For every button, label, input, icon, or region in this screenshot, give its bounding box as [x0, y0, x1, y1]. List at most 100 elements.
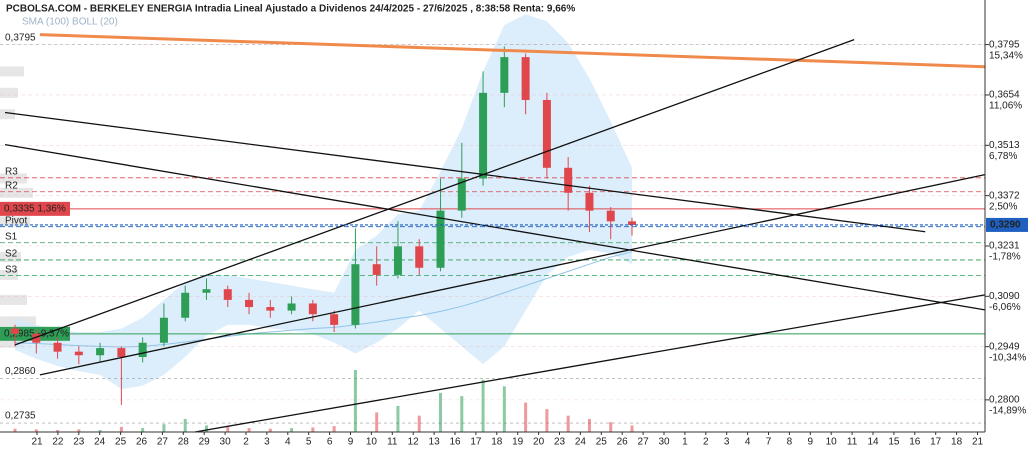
x-tick-label: 4 [745, 437, 751, 448]
candle-body [351, 264, 360, 325]
volume-bar [332, 426, 336, 432]
x-tick-label: 30 [658, 437, 670, 448]
volume-profile-bar [0, 269, 18, 280]
candle-body [585, 192, 594, 211]
candle-body [415, 246, 424, 268]
volume-bar [417, 415, 421, 432]
volume-bar [545, 409, 549, 432]
y-tick-label: 0,2949 [989, 341, 1020, 352]
volume-bar [13, 428, 17, 432]
y-tick-label: 0,3654 [989, 90, 1020, 101]
candle-body [372, 264, 381, 275]
x-tick-label: 17 [930, 437, 942, 448]
x-tick-label: 23 [73, 437, 85, 448]
x-tick-label: 30 [220, 437, 232, 448]
volume-bar [119, 426, 123, 432]
candle-body [308, 303, 317, 315]
x-tick-label: 18 [491, 437, 503, 448]
x-tick-label: 6 [327, 437, 333, 448]
candle-body [181, 292, 190, 318]
trendline [14, 39, 855, 346]
x-tick-label: 9 [808, 437, 814, 448]
candle-body [266, 307, 275, 311]
x-tick-label: 22 [52, 437, 64, 448]
x-tick-label: 26 [136, 437, 148, 448]
volume-bar [77, 429, 81, 432]
volume-bar [460, 396, 464, 432]
y-tick-pct: -14,89% [989, 406, 1026, 417]
x-tick-label: 27 [638, 437, 650, 448]
y-tick-pct: -6,06% [989, 302, 1021, 313]
volume-bar [226, 426, 230, 432]
candle-body [96, 348, 105, 356]
volume-bar [204, 425, 208, 432]
volume-profile-bar [0, 294, 27, 305]
volume-profile-bar [0, 66, 24, 77]
candle-body [479, 92, 488, 179]
x-tick-label: 27 [157, 437, 169, 448]
volume-bar [481, 379, 485, 432]
candle-body [138, 342, 147, 358]
candle-body [74, 351, 83, 356]
volume-profile-bar [0, 337, 24, 348]
x-tick-label: 19 [512, 437, 524, 448]
candle-body [245, 299, 254, 308]
x-tick-label: 24 [94, 437, 106, 448]
volume-bar [396, 405, 400, 432]
y-tick-pct: -1,78% [989, 252, 1021, 263]
x-tick-label: 13 [429, 437, 441, 448]
candle-body [436, 210, 445, 268]
x-tick-label: 23 [554, 437, 566, 448]
x-tick-label: 5 [306, 437, 312, 448]
x-tick-label: 11 [387, 437, 398, 448]
level-label: Pivot [5, 215, 27, 226]
x-tick-label: 7 [766, 437, 772, 448]
left-mark-label: 0,3795 [5, 32, 36, 43]
volume-bar [290, 428, 294, 432]
x-tick-label: 12 [408, 437, 420, 448]
x-tick-label: 10 [366, 437, 378, 448]
volume-bar [268, 428, 272, 432]
x-tick-label: 16 [449, 437, 461, 448]
volume-bar [311, 427, 315, 432]
level-label: S2 [5, 249, 18, 260]
x-tick-label: 14 [867, 437, 879, 448]
x-tick-label: 25 [596, 437, 608, 448]
x-tick-label: 21 [972, 437, 984, 448]
x-tick-label: 17 [470, 437, 482, 448]
volume-bar [98, 430, 102, 432]
bollinger-band [15, 14, 632, 390]
candle-body [606, 210, 615, 222]
x-tick-label: 2 [703, 437, 709, 448]
volume-bar [609, 422, 613, 432]
candle-body [457, 178, 466, 211]
volume-profile-bar [0, 216, 30, 227]
x-tick-label: 8 [787, 437, 793, 448]
current-label: 0,3290 [990, 220, 1021, 231]
left-mark-label: 0,2735 [5, 411, 36, 422]
volume-bar [56, 430, 60, 432]
candle-body [564, 167, 573, 193]
x-tick-label: 15 [888, 437, 900, 448]
volume-bar [34, 429, 38, 432]
volume-profile-bar [0, 187, 33, 198]
volume-bar [353, 370, 357, 432]
x-tick-label: 11 [847, 437, 858, 448]
x-tick-label: 9 [348, 437, 354, 448]
volume-bar [524, 402, 528, 432]
price-box-label: 0,3335 1,36% [4, 204, 66, 215]
current-box [986, 217, 1028, 232]
volume-bar [375, 412, 379, 432]
x-tick-label: 24 [575, 437, 587, 448]
volume-bar [587, 418, 591, 432]
y-tick-label: 0,3372 [989, 190, 1020, 201]
level-label: S1 [5, 231, 18, 242]
trendline [194, 294, 986, 433]
trendline [4, 111, 926, 233]
trendline [39, 173, 986, 376]
x-tick-label: 1 [682, 437, 688, 448]
volume-profile-bar [0, 87, 18, 98]
x-tick-label: 16 [909, 437, 921, 448]
y-tick-pct: 6,78% [989, 151, 1017, 162]
